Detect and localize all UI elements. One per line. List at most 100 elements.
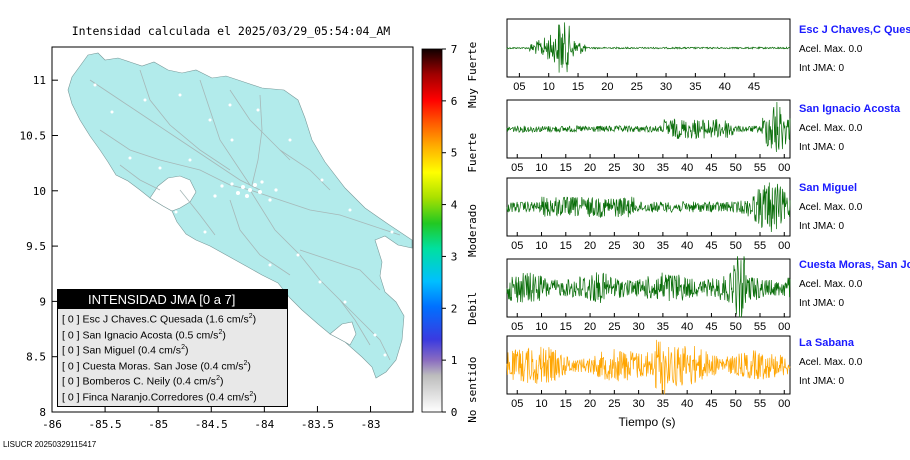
trace-tick-label-2-3: 20 [584, 240, 596, 252]
legend-row: [ 0 ] San Miguel (0.4 cm/s2) [58, 340, 287, 357]
legend-badge: [ 0 ] [62, 344, 83, 357]
towns [93, 83, 394, 357]
map-y-tick-label-4: 10 [33, 185, 46, 198]
trace-tick-label-1-1: 10 [535, 162, 547, 174]
trace-tick-label-2-5: 30 [632, 240, 644, 252]
trace-tick-label-1-3: 20 [584, 162, 596, 174]
trace-tick-label-0-0: 05 [513, 81, 525, 93]
trace-tick-label-1-0: 05 [511, 162, 523, 174]
trace-panel-0: 05 10 15 20 25 30 35 40 45 [506, 18, 791, 93]
station-jma-0: Int JMA: 0 [799, 63, 844, 74]
waveform-3 [506, 256, 791, 318]
trace-tick-label-3-5: 30 [632, 321, 644, 333]
trace-tick-label-3-7: 40 [681, 321, 693, 333]
footer-id: LISUCR 20250329115417 [3, 440, 97, 449]
trace-tick-label-2-2: 15 [560, 240, 572, 252]
colorbar-label-1: Debil [466, 292, 479, 325]
trace-tick-label-0-6: 35 [689, 81, 701, 93]
legend-exponent: 2 [218, 328, 223, 336]
legend-exponent: 2 [216, 375, 220, 382]
map-x-tick-label-6: -83 [361, 418, 381, 431]
trace-tick-label-1-2: 15 [560, 162, 572, 174]
trace-tick-label-4-7: 40 [681, 398, 693, 410]
trace-tick-label-4-10: 55 [754, 398, 766, 410]
trace-tick-label-0-5: 30 [660, 81, 672, 93]
legend-badge: [ 0 ] [62, 360, 83, 372]
time-axis-label: Tiempo (s) [619, 415, 676, 429]
trace-tick-label-3-3: 20 [584, 321, 596, 333]
colorbar-tick-label-2: 2 [451, 302, 458, 315]
station-jma-3: Int JMA: 0 [799, 298, 844, 309]
trace-frame-1 [506, 99, 791, 159]
trace-tick-label-0-1: 10 [543, 81, 555, 93]
trace-panel-4: 05 10 15 20 25 30 35 40 45 50 55 00 [506, 335, 791, 410]
colorbar-tick-label-6: 6 [451, 95, 458, 108]
legend-station: Finca Naranjo.Corredores (0.4 cm/s [82, 391, 250, 403]
map-x-tick-label-4: -84 [254, 418, 274, 431]
trace-tick-label-4-3: 20 [584, 398, 596, 410]
station-info: Esc J Chaves,C Quesada Acel. Max. 0.0 Int … [799, 24, 910, 387]
station-accel-1: Acel. Max. 0.0 [799, 123, 863, 134]
trace-tick-label-0-8: 45 [748, 81, 760, 93]
trace-tick-label-4-11: 00 [778, 398, 790, 410]
trace-tick-label-3-6: 35 [657, 321, 669, 333]
waveform-panels: 05 10 15 20 25 30 35 40 45 05 10 15 20 25 30 35 40 45 50 55… [506, 18, 791, 410]
trace-tick-label-0-4: 25 [631, 81, 643, 93]
legend-row: [ 0 ] San Ignacio Acosta (0.5 cm/s2) [58, 325, 287, 342]
colorbar-label-3: Fuerte [466, 133, 479, 173]
trace-tick-label-1-4: 25 [608, 162, 620, 174]
legend-badge: [ 0 ] [62, 375, 83, 388]
waveform-1 [506, 101, 791, 153]
costa-rica-land [67, 52, 413, 379]
trace-tick-label-3-1: 10 [535, 321, 547, 333]
colorbar-labels: No sentido Debil Moderado Fuerte Muy Fuerte [466, 42, 479, 423]
map-x-tick-label-0: -86 [42, 418, 62, 431]
trace-tick-label-4-8: 45 [705, 398, 717, 410]
legend-badge: [ 0 ] [62, 313, 83, 326]
legend-badge: [ 0 ] [62, 391, 83, 403]
trace-tick-label-4-2: 15 [560, 398, 572, 410]
map-x-tick-label-5: -83.5 [301, 418, 334, 431]
trace-tick-label-4-4: 25 [608, 398, 620, 410]
legend-exponent: 2 [248, 313, 253, 320]
station-accel-3: Acel. Max. 0.0 [799, 279, 863, 290]
trace-panel-2: 05 10 15 20 25 30 35 40 45 50 55 00 [506, 177, 791, 252]
waveform-0 [506, 22, 791, 73]
legend-station: San Ignacio Acosta (0.5 cm/s [82, 329, 219, 341]
trace-tick-label-2-1: 10 [535, 240, 547, 252]
legend-close: ) [219, 375, 224, 388]
trace-tick-label-4-5: 30 [632, 398, 644, 410]
colorbar-tick-label-0: 0 [451, 406, 458, 419]
trace-tick-label-1-11: 00 [778, 162, 790, 174]
legend-row: [ 0 ] Bomberos C. Neily (0.4 cm/s2) [58, 371, 287, 388]
map-x-axis: -86 -85.5 -85 -84.5 -84 -83.5 -83 [42, 406, 380, 431]
station-accel-0: Acel. Max. 0.0 [799, 44, 863, 55]
legend-header: INTENSIDAD JMA [0 a 7] [58, 290, 287, 309]
colorbar-label-0: No sentido [466, 357, 479, 423]
legend-station: Cuesta Moras. San Jose (0.4 cm/s [82, 360, 244, 372]
colorbar-tick-label-1: 1 [451, 354, 458, 367]
trace-tick-label-0-7: 40 [719, 81, 731, 93]
station-name-4: La Sabana [799, 337, 855, 349]
colorbar-tick-label-5: 5 [451, 147, 458, 160]
trace-tick-label-1-8: 45 [705, 162, 717, 174]
trace-tick-label-1-6: 35 [657, 162, 669, 174]
trace-tick-label-3-0: 05 [511, 321, 523, 333]
trace-tick-label-4-0: 05 [511, 398, 523, 410]
colorbar: 0 1 2 3 4 5 6 7 No sentido Debil Moderado Fuerte Mu… [421, 42, 479, 423]
station-accel-2: Acel. Max. 0.0 [799, 202, 863, 213]
trace-tick-label-3-10: 55 [754, 321, 766, 333]
legend-close: ) [252, 313, 257, 326]
gulf-dulce [329, 321, 357, 346]
trace-tick-label-1-5: 30 [632, 162, 644, 174]
map-y-tick-label-2: 9 [39, 295, 46, 308]
trace-tick-label-4-9: 50 [730, 398, 742, 410]
trace-tick-label-2-7: 40 [681, 240, 693, 252]
map-title: Intensidad calculada el 2025/03/29_05:54… [72, 24, 391, 38]
station-name-0: Esc J Chaves,C Quesada [799, 24, 910, 36]
map-y-tick-label-5: 10.5 [20, 129, 47, 142]
station-jma-2: Int JMA: 0 [799, 221, 844, 232]
legend-exponent: 2 [181, 344, 185, 351]
legend-row: [ 0 ] Esc J Chaves.C Quesada (1.6 cm/s2) [58, 309, 287, 326]
